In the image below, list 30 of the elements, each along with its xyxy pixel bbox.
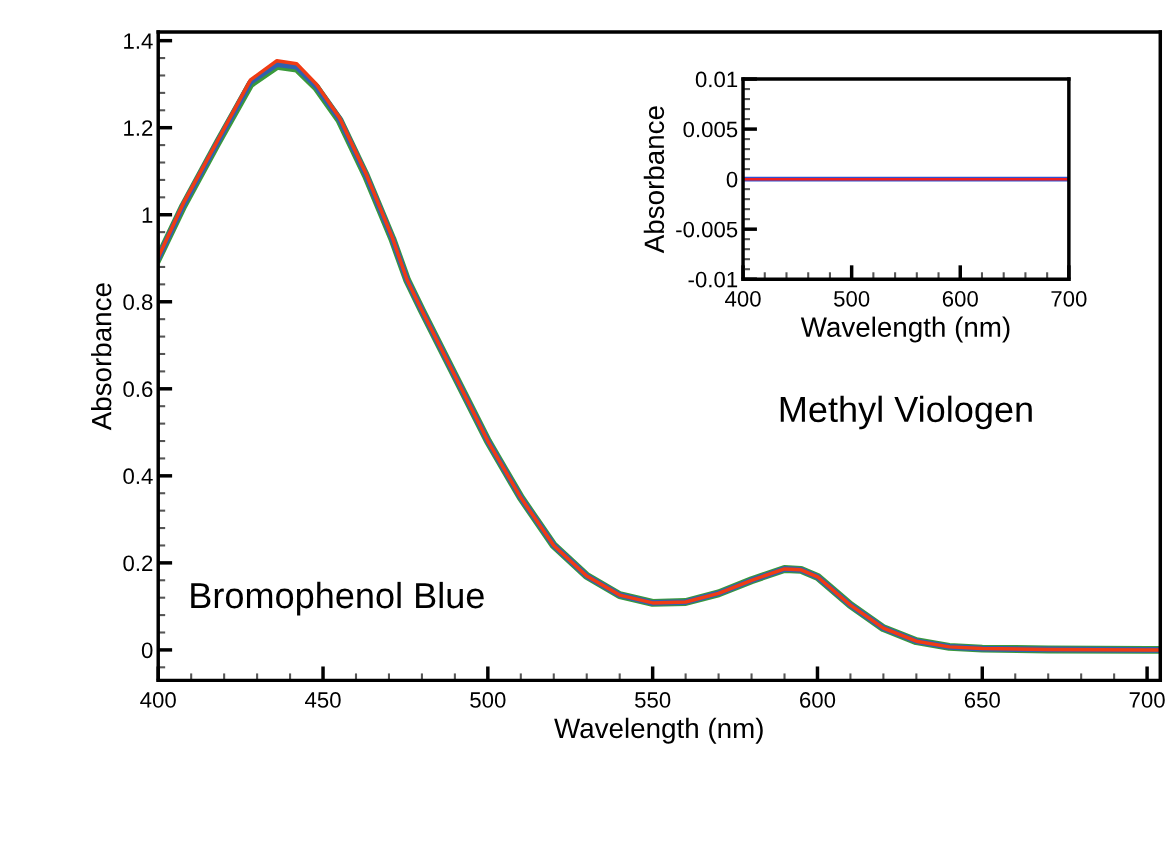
y-tick-label: 0.01 [695, 71, 738, 88]
y-tick-label: 0 [726, 171, 738, 188]
x-tick-label: 400 [140, 692, 176, 708]
y-tick-label: 1 [142, 207, 153, 223]
x-tick-label: 650 [964, 692, 1000, 708]
y-tick-label: 1.2 [124, 120, 153, 136]
y-tick-label: 0.6 [123, 381, 153, 398]
y-tick-label: 0 [141, 642, 153, 659]
y-axis-title: Absorbance [91, 283, 112, 431]
annotation: Methyl Viologen [780, 395, 1032, 430]
x-tick-label: 600 [800, 692, 836, 708]
y-tick-label: 0.005 [683, 121, 738, 138]
x-tick-label: 450 [305, 692, 341, 708]
y-tick-label: 1.4 [124, 33, 153, 49]
y-tick-label: -0.005 [676, 221, 738, 238]
x-tick-label: 550 [635, 692, 671, 708]
y-tick-label: 0.2 [123, 555, 153, 572]
x-tick-label: 500 [470, 692, 506, 708]
x-tick-label: 500 [834, 290, 870, 307]
x-tick-label: 600 [942, 290, 978, 307]
x-axis-title: Wavelength (nm) [554, 717, 763, 744]
annotation: Bromophenol Blue [191, 581, 484, 616]
y-tick-label: 0.4 [123, 468, 153, 485]
x-axis-title: Wavelength (nm) [800, 316, 1010, 343]
y-tick-label: 0.8 [123, 294, 153, 311]
x-tick-label: 400 [725, 290, 761, 307]
y-tick-label: -0.01 [688, 271, 738, 288]
y-axis-title: Absorbance [643, 106, 665, 254]
x-tick-label: 700 [1129, 692, 1165, 708]
x-tick-label: 700 [1051, 290, 1087, 307]
